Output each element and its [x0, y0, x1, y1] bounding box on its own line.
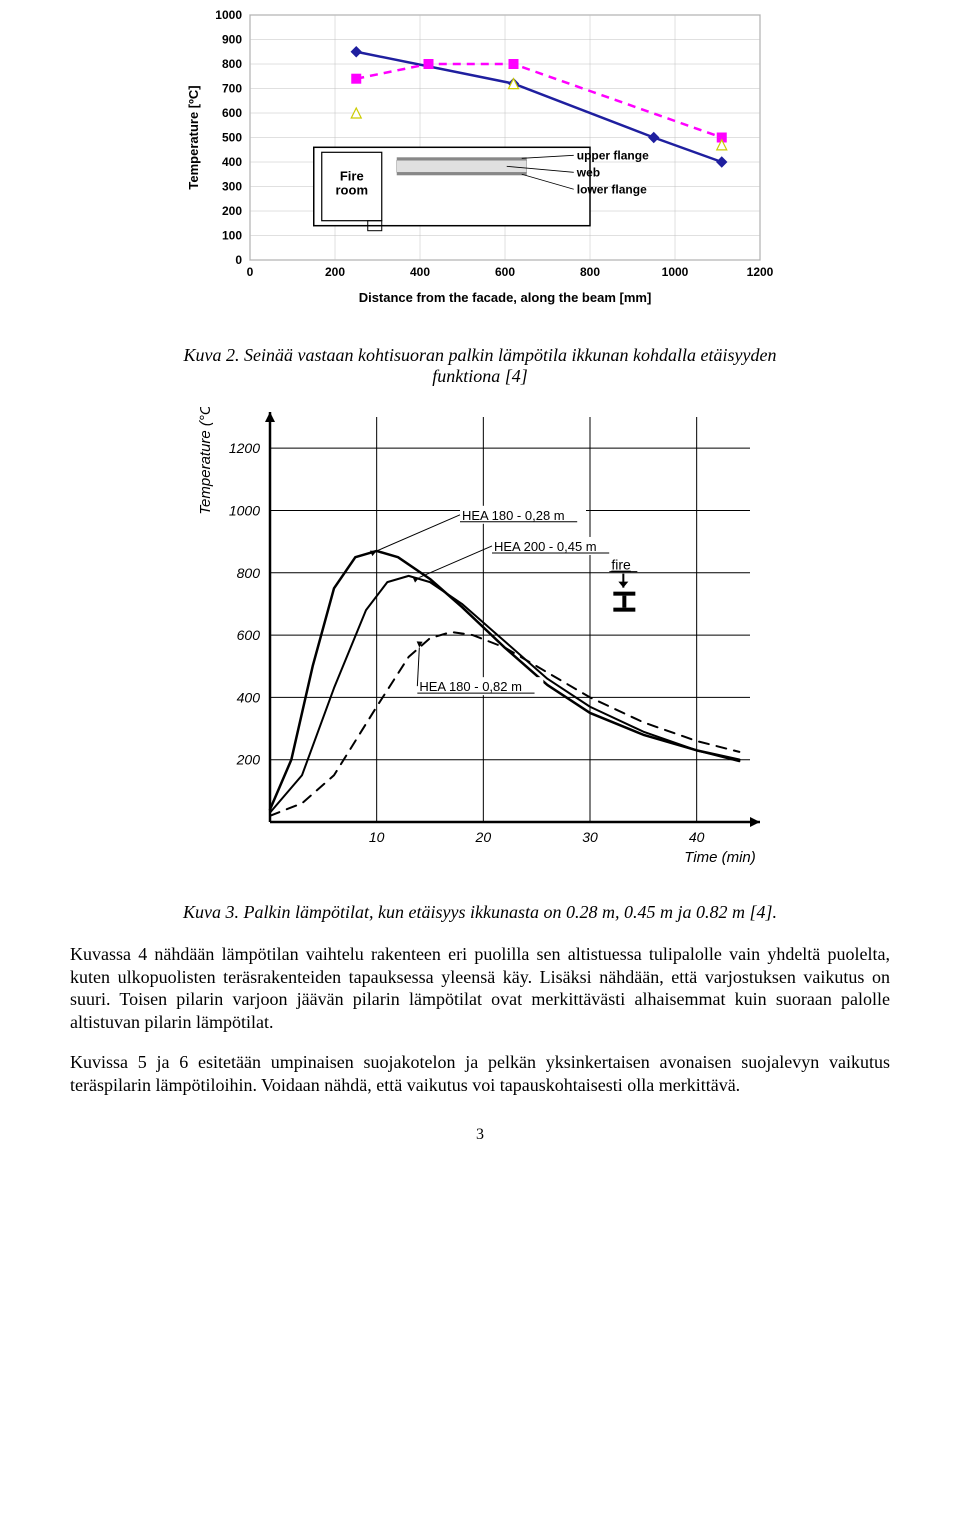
svg-text:Distance from the facade, alon: Distance from the facade, along the beam…	[359, 290, 652, 305]
svg-text:400: 400	[410, 265, 430, 279]
svg-text:400: 400	[222, 155, 242, 169]
svg-text:300: 300	[222, 180, 242, 194]
svg-text:HEA 200 - 0,45 m: HEA 200 - 0,45 m	[494, 539, 597, 554]
svg-text:0: 0	[235, 253, 242, 267]
svg-text:800: 800	[222, 57, 242, 71]
svg-text:600: 600	[495, 265, 515, 279]
svg-text:Temperature [ºC]: Temperature [ºC]	[186, 85, 201, 189]
svg-text:Time (min): Time (min)	[684, 849, 756, 866]
chart-1: 0 200 400 600 800 1000 1200 0 100 200 300 400 500 600…	[180, 10, 780, 335]
svg-text:Fire: Fire	[340, 169, 364, 184]
svg-text:900: 900	[222, 33, 242, 47]
svg-text:100: 100	[222, 229, 242, 243]
paragraph-1: Kuvassa 4 nähdään lämpötilan vaihtelu ra…	[70, 943, 890, 1033]
svg-text:200: 200	[236, 752, 261, 768]
svg-text:500: 500	[222, 131, 242, 145]
svg-text:web: web	[576, 165, 600, 179]
svg-text:1000: 1000	[215, 10, 242, 22]
page-number: 3	[70, 1126, 890, 1144]
svg-text:800: 800	[237, 565, 261, 581]
svg-text:1200: 1200	[229, 440, 260, 456]
svg-text:40: 40	[689, 829, 705, 845]
svg-text:Temperature (°C): Temperature (°C)	[197, 407, 214, 515]
chart-2-svg: 10 20 30 40 200 400 600 800 1000 1200 Time (min) Te…	[180, 407, 780, 887]
svg-text:1200: 1200	[747, 265, 774, 279]
caption-1: Kuva 2. Seinää vastaan kohtisuoran palki…	[152, 345, 808, 387]
svg-text:800: 800	[580, 265, 600, 279]
chart-1-svg: 0 200 400 600 800 1000 1200 0 100 200 300 400 500 600…	[180, 10, 780, 330]
chart-2: 10 20 30 40 200 400 600 800 1000 1200 Time (min) Te…	[180, 407, 780, 892]
svg-text:400: 400	[237, 689, 261, 705]
svg-text:room: room	[336, 183, 369, 198]
svg-text:600: 600	[237, 627, 261, 643]
svg-text:1000: 1000	[229, 502, 260, 518]
svg-text:600: 600	[222, 106, 242, 120]
paragraph-2: Kuvissa 5 ja 6 esitetään umpinaisen suoj…	[70, 1051, 890, 1096]
svg-text:HEA 180 - 0,82 m: HEA 180 - 0,82 m	[419, 679, 522, 694]
svg-text:10: 10	[369, 829, 385, 845]
svg-text:700: 700	[222, 82, 242, 96]
svg-text:20: 20	[475, 829, 492, 845]
svg-text:200: 200	[222, 204, 242, 218]
svg-text:30: 30	[582, 829, 598, 845]
caption-2: Kuva 3. Palkin lämpötilat, kun etäisyys …	[152, 902, 808, 923]
svg-text:upper flange: upper flange	[577, 148, 649, 162]
svg-text:0: 0	[247, 265, 254, 279]
svg-text:HEA 180 - 0,28 m: HEA 180 - 0,28 m	[462, 508, 565, 523]
svg-text:fire: fire	[611, 557, 631, 573]
svg-text:200: 200	[325, 265, 345, 279]
svg-text:lower flange: lower flange	[577, 182, 647, 196]
svg-text:1000: 1000	[662, 265, 689, 279]
